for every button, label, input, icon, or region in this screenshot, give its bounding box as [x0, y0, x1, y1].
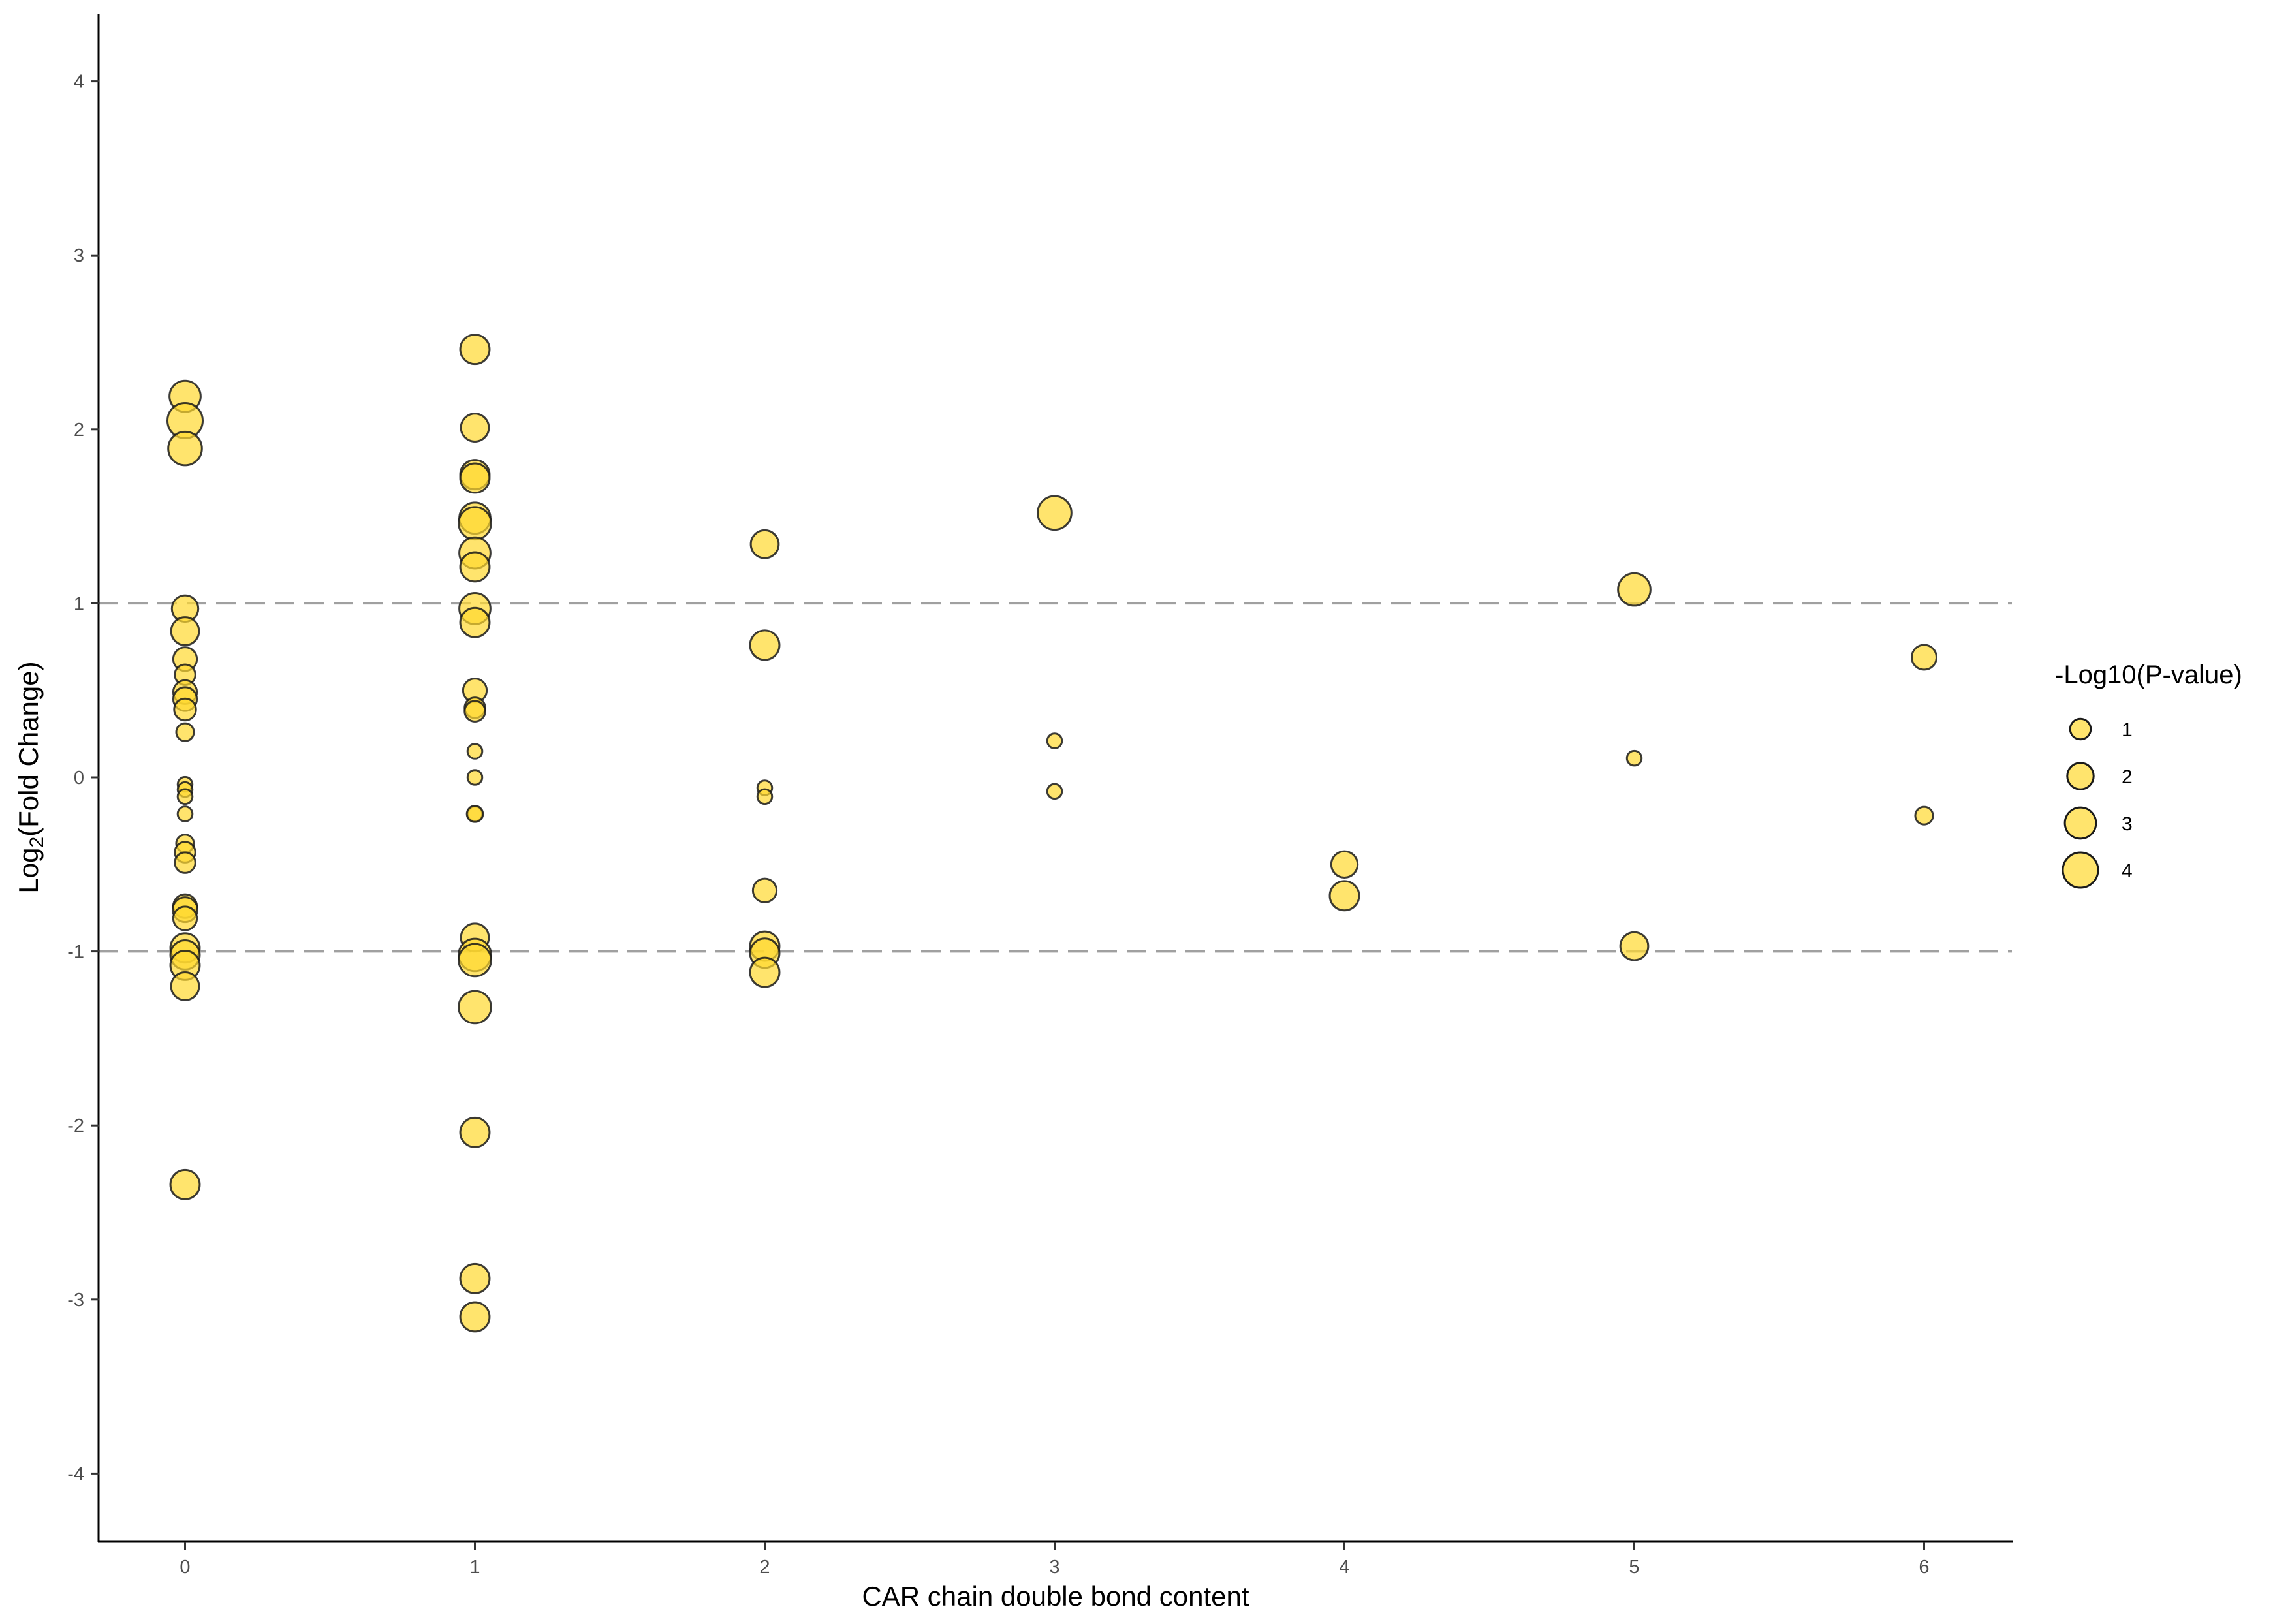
x-tick-label: 3	[1049, 1557, 1059, 1578]
y-tick-label: -4	[67, 1463, 84, 1484]
data-point	[466, 769, 484, 786]
y-tick-label: 4	[74, 72, 84, 93]
legend-key-circle	[2062, 851, 2099, 889]
data-point	[1037, 495, 1073, 531]
data-point	[1328, 880, 1360, 912]
data-point	[1914, 805, 1934, 826]
data-point	[175, 722, 195, 742]
data-point	[1625, 749, 1643, 767]
y-tick-label: 0	[74, 768, 84, 789]
x-tick-label: 4	[1339, 1557, 1349, 1578]
x-tick-label: 1	[469, 1557, 480, 1578]
y-tick-label: 1	[74, 593, 84, 614]
data-point	[756, 788, 774, 805]
data-point	[459, 334, 491, 366]
data-point	[460, 413, 490, 443]
data-point	[459, 1301, 491, 1333]
data-point	[169, 1168, 201, 1200]
legend-title: -Log10(P-value)	[2055, 661, 2242, 689]
data-point	[1617, 572, 1652, 607]
legend-key-circle	[2063, 806, 2097, 840]
data-point	[174, 851, 196, 874]
data-points	[166, 334, 1937, 1333]
data-point	[459, 1262, 491, 1294]
legend: -Log10(P-value) 1 2 3 4	[2055, 661, 2242, 889]
x-tick-label: 5	[1629, 1557, 1639, 1578]
data-point	[1046, 732, 1063, 749]
legend-label: 2	[2122, 766, 2133, 788]
data-point	[466, 743, 484, 760]
data-point	[170, 971, 200, 1001]
data-point	[465, 805, 484, 823]
y-tick-label: -1	[67, 942, 84, 963]
data-point	[749, 529, 780, 559]
data-point	[1046, 783, 1063, 800]
y-tick-label: 3	[74, 245, 84, 266]
data-point	[1330, 850, 1359, 879]
y-axis-ticks: 4 3 2 1 0 -1 -2 -3 -4	[67, 72, 99, 1484]
data-point	[749, 956, 781, 988]
legend-label: 1	[2122, 719, 2133, 741]
legend-label: 3	[2122, 813, 2133, 835]
data-point	[459, 606, 491, 638]
y-tick-label: -3	[67, 1290, 84, 1311]
data-point	[176, 805, 194, 822]
x-tick-label: 2	[759, 1557, 770, 1578]
data-point	[749, 629, 781, 661]
data-point	[167, 430, 203, 467]
data-point	[459, 1116, 491, 1148]
x-tick-label: 0	[180, 1557, 190, 1578]
data-point	[459, 462, 491, 494]
reference-lines	[99, 602, 2012, 953]
data-point	[458, 506, 492, 541]
data-point	[1911, 644, 1937, 671]
y-tick-label: -2	[67, 1116, 84, 1136]
data-point	[173, 697, 197, 722]
x-axis-title: CAR chain double bond content	[862, 1581, 1249, 1612]
data-point	[751, 877, 778, 903]
data-point	[458, 943, 492, 978]
legend-label: 4	[2122, 860, 2133, 882]
x-axis-ticks: 0 1 2 3 4 5 6	[180, 1542, 1930, 1578]
data-point	[176, 788, 194, 805]
data-point	[459, 551, 491, 583]
x-tick-label: 6	[1919, 1557, 1929, 1578]
legend-key-circle	[2066, 762, 2095, 790]
data-point	[463, 700, 486, 723]
data-point	[1619, 931, 1650, 961]
data-point	[172, 905, 198, 931]
y-axis-title: Log2(Fold Change)	[13, 661, 48, 893]
data-point	[458, 990, 492, 1025]
y-tick-label: 2	[74, 420, 84, 441]
data-point	[170, 616, 200, 646]
legend-key-circle	[2069, 717, 2092, 741]
